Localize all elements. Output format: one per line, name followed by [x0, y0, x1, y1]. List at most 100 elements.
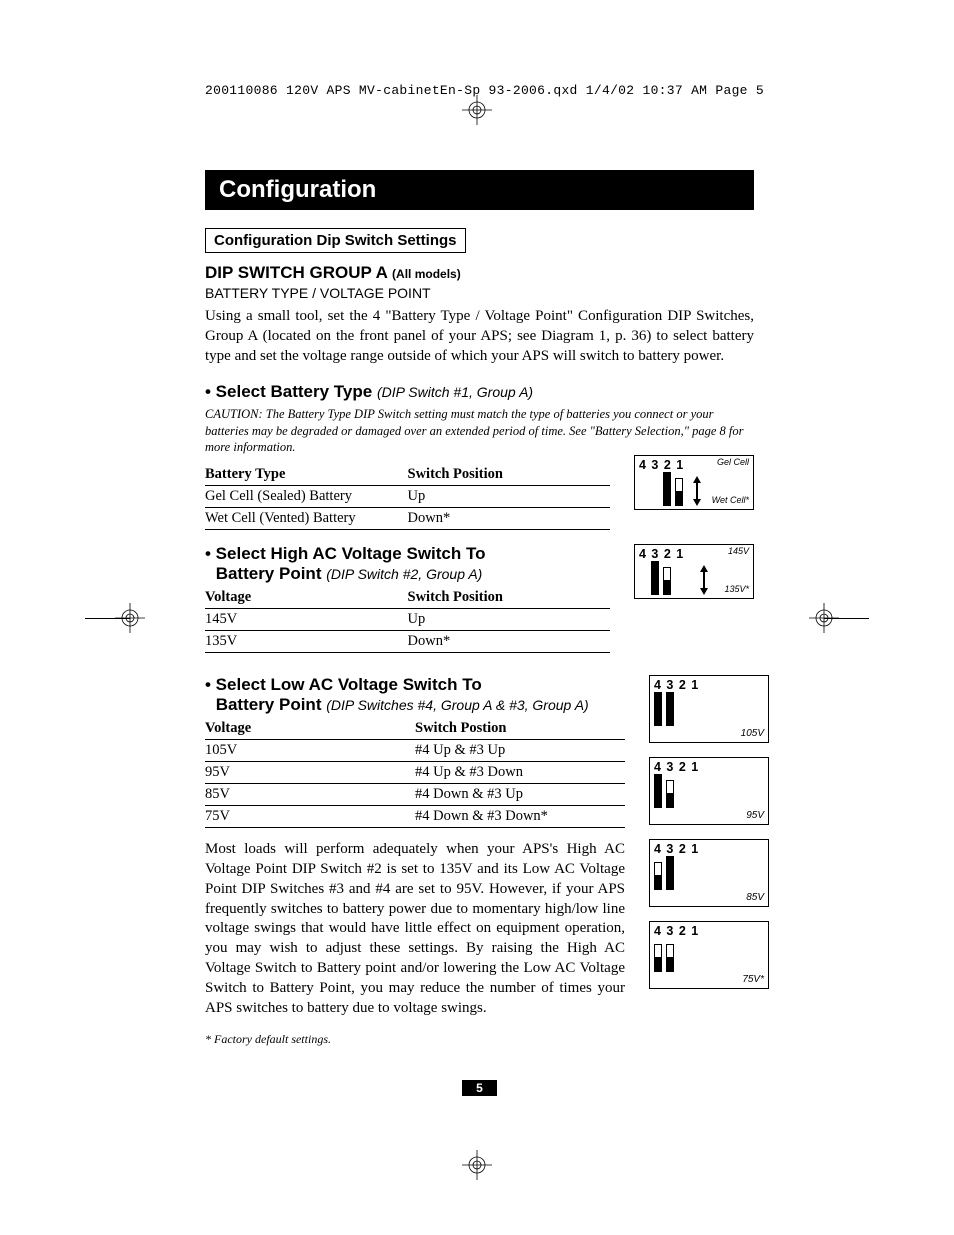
sec1-table: Battery Type Switch Position Gel Cell (S… [205, 463, 610, 530]
dip-numbers: 4 3 2 1 [654, 760, 764, 774]
table-row: 95V #4 Up & #3 Down [205, 762, 625, 784]
dip-label: 95V [654, 810, 764, 821]
dip-switch-4 [654, 774, 662, 808]
sec2-col1: Voltage [205, 586, 408, 609]
sec3-table: Voltage Switch Postion 105V #4 Up & #3 U… [205, 717, 625, 828]
dip-label-top: 145V [728, 547, 749, 557]
cell: 145V [205, 609, 408, 631]
sec2-heading-2: • Battery Point (DIP Switch #2, Group A) [205, 564, 610, 584]
dip-switch-4 [654, 862, 662, 890]
group-a-subline: BATTERY TYPE / VOLTAGE POINT [205, 285, 754, 301]
dip-label: 75V* [654, 974, 764, 985]
sec3-heading: • Select Low AC Voltage Switch To [205, 675, 625, 695]
sec1-dip-diagram: 4 3 2 1 Gel Cell Wet Cell* [634, 455, 754, 510]
group-a-models: (All models) [392, 267, 461, 281]
dip-numbers: 4 3 2 1 [654, 924, 764, 938]
table-header-row: Battery Type Switch Position [205, 463, 610, 486]
dip-switch-3 [666, 780, 674, 808]
cell: 95V [205, 762, 415, 784]
dip-switch-2 [663, 472, 671, 506]
sec2-col2: Switch Position [408, 586, 611, 609]
registration-mark-left [115, 603, 145, 633]
group-a-heading: DIP SWITCH GROUP A (All models) [205, 263, 754, 283]
table-row: Gel Cell (Sealed) Battery Up [205, 486, 610, 508]
table-row: 105V #4 Up & #3 Up [205, 740, 625, 762]
page: 200110086 120V APS MV-cabinetEn-Sp 93-20… [0, 0, 954, 1235]
cell: #4 Down & #3 Down* [415, 806, 625, 828]
cell: Down* [408, 508, 611, 530]
table-row: 85V #4 Down & #3 Up [205, 784, 625, 806]
cell: #4 Up & #3 Down [415, 762, 625, 784]
sec3-dip-diagram: 4 3 2 1 75V* [649, 921, 769, 989]
cell: #4 Up & #3 Up [415, 740, 625, 762]
sec3-heading-2: • Battery Point (DIP Switches #4, Group … [205, 695, 625, 715]
dip-switch-4 [654, 692, 662, 726]
cell: 135V [205, 631, 408, 653]
dip-label-bot: Wet Cell* [712, 496, 749, 506]
cell: 85V [205, 784, 415, 806]
closing-paragraph: Most loads will perform adequately when … [205, 840, 625, 1018]
dip-switch-3 [666, 856, 674, 890]
table-row: 75V #4 Down & #3 Down* [205, 806, 625, 828]
sec3-col2: Switch Postion [415, 717, 625, 740]
sec1-caution: CAUTION: The Battery Type DIP Switch set… [205, 406, 754, 455]
dip-numbers: 4 3 2 1 [654, 678, 764, 692]
sec3-bullet2: Battery Point [216, 695, 322, 714]
dip-label: 85V [654, 892, 764, 903]
intro-paragraph: Using a small tool, set the 4 "Battery T… [205, 307, 754, 366]
table-header-row: Voltage Switch Position [205, 586, 610, 609]
cell: Gel Cell (Sealed) Battery [205, 486, 408, 508]
dip-switch-3 [651, 561, 659, 595]
page-number-wrap: 5 [205, 1079, 754, 1097]
sec2-note: (DIP Switch #2, Group A) [326, 566, 482, 582]
registration-mark-top [462, 95, 492, 125]
up-down-arrow-icon [692, 476, 702, 506]
sec1-bullet: • Select Battery Type [205, 382, 372, 401]
sec3-dip-diagram: 4 3 2 1 95V [649, 757, 769, 825]
sec3-col1: Voltage [205, 717, 415, 740]
dip-label-top: Gel Cell [717, 458, 749, 468]
registration-mark-right [809, 603, 839, 633]
sec2-bullet2: Battery Point [216, 564, 322, 583]
footnote: * Factory default settings. [205, 1032, 625, 1047]
dip-switch-3 [666, 692, 674, 726]
table-header-row: Voltage Switch Postion [205, 717, 625, 740]
dip-switch-1 [675, 478, 683, 506]
sec3-dip-diagram: 4 3 2 1 105V [649, 675, 769, 743]
sec3-dip-diagram: 4 3 2 1 85V [649, 839, 769, 907]
group-a-heading-text: DIP SWITCH GROUP A [205, 263, 387, 282]
sec2-dip-diagram: 4 3 2 1 145V 135V* [634, 544, 754, 599]
cell: #4 Down & #3 Up [415, 784, 625, 806]
page-number: 5 [462, 1080, 497, 1096]
sec1-heading: • Select Battery Type (DIP Switch #1, Gr… [205, 382, 754, 402]
dip-switch-4 [654, 944, 662, 972]
sec2-heading: • Select High AC Voltage Switch To [205, 544, 610, 564]
dip-switch-3 [666, 944, 674, 972]
cell: Up [408, 486, 611, 508]
page-title: Configuration [205, 170, 754, 210]
dip-numbers: 4 3 2 1 [639, 458, 684, 472]
cell: Up [408, 609, 611, 631]
dip-label-bot: 135V* [724, 585, 749, 595]
cell: Wet Cell (Vented) Battery [205, 508, 408, 530]
cell: 75V [205, 806, 415, 828]
sec1-note: (DIP Switch #1, Group A) [377, 384, 533, 400]
sec2-table: Voltage Switch Position 145V Up 135V Dow… [205, 586, 610, 653]
sec1-col2: Switch Position [408, 463, 611, 486]
dip-numbers: 4 3 2 1 [639, 547, 684, 561]
table-row: 135V Down* [205, 631, 610, 653]
cell: 105V [205, 740, 415, 762]
registration-mark-bottom [462, 1150, 492, 1180]
section-box-title: Configuration Dip Switch Settings [205, 228, 466, 253]
sec3-note: (DIP Switches #4, Group A & #3, Group A) [326, 697, 588, 713]
dip-label: 105V [654, 728, 764, 739]
sec1-col1: Battery Type [205, 463, 408, 486]
table-row: Wet Cell (Vented) Battery Down* [205, 508, 610, 530]
sec3-dip-diagrams: 4 3 2 1 105V 4 3 2 1 95V 4 3 2 1 85V 4 3 2 1 75… [649, 675, 769, 1003]
cell: Down* [408, 631, 611, 653]
content-area: Configuration Configuration Dip Switch S… [205, 170, 754, 1097]
table-row: 145V Up [205, 609, 610, 631]
up-down-arrow-icon [699, 565, 709, 595]
dip-numbers: 4 3 2 1 [654, 842, 764, 856]
dip-switch-2 [663, 567, 671, 595]
